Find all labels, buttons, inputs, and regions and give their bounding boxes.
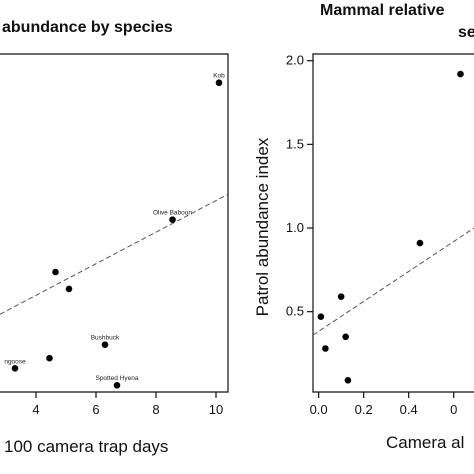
left-x-ticks: 4 6 8 10 [32,392,223,417]
left-data-point [101,341,109,348]
left-x-axis-label: 100 camera trap days [4,437,168,456]
right-chart-title: Mammal relative [320,2,445,19]
right-y-axis-label: Patrol abundance index [253,137,272,316]
left-data-point [215,79,223,87]
left-points: Kob Olive Baboon Bushbuck Spotted Hyena ngoo… [4,73,225,389]
right-y-tick-label: 0.5 [286,304,304,319]
right-data-point [342,333,349,341]
right-points [317,70,464,384]
left-x-tick-label: 4 [32,402,39,417]
left-data-point [169,216,176,223]
right-data-point [322,345,329,352]
left-data-point [65,285,73,293]
left-plot-box [0,53,229,393]
right-y-tick-label: 2.0 [286,53,304,68]
left-point-label: Kob [213,73,225,80]
left-trend-line [0,193,229,315]
right-data-point [337,293,345,300]
right-x-axis-label: Camera al [386,433,464,452]
left-point-label: Olive Baboon [153,210,192,217]
right-data-point [344,376,352,384]
left-point-label: Spotted Hyena [95,375,138,382]
right-data-point [457,70,464,78]
right-data-point [317,313,325,321]
right-data-point [416,239,424,247]
right-trend-line [312,227,474,336]
left-chart-title: abundance by species [2,19,173,36]
right-plot-box [312,53,474,393]
right-x-ticks: 0.0 0.2 0.4 0 [310,392,457,417]
left-point-label: Bushbuck [91,335,120,342]
left-data-point [11,365,19,372]
right-y-tick-label: 1.0 [286,220,304,235]
left-data-point [52,268,59,276]
left-point-label: ngoose [4,358,26,365]
left-data-point [113,381,121,389]
left-panel: abundance by species Kob Olive Baboon Bush… [0,19,229,456]
right-panel: Mammal relative se 0.0 0.2 0.4 0 0.5 1.0 1.5 2… [253,2,474,452]
left-x-tick-label: 10 [209,402,223,417]
left-x-tick-label: 6 [92,402,99,417]
right-x-tick-label: 0.2 [355,402,373,417]
right-chart-subtitle: se [458,24,474,41]
left-data-point [46,354,53,362]
right-x-tick-label: 0.4 [400,402,418,417]
right-y-ticks: 0.5 1.0 1.5 2.0 [286,53,313,319]
left-x-tick-label: 8 [152,402,159,417]
right-x-tick-label: 0 [450,402,457,417]
right-y-tick-label: 1.5 [286,136,304,151]
right-x-tick-label: 0.0 [310,402,328,417]
